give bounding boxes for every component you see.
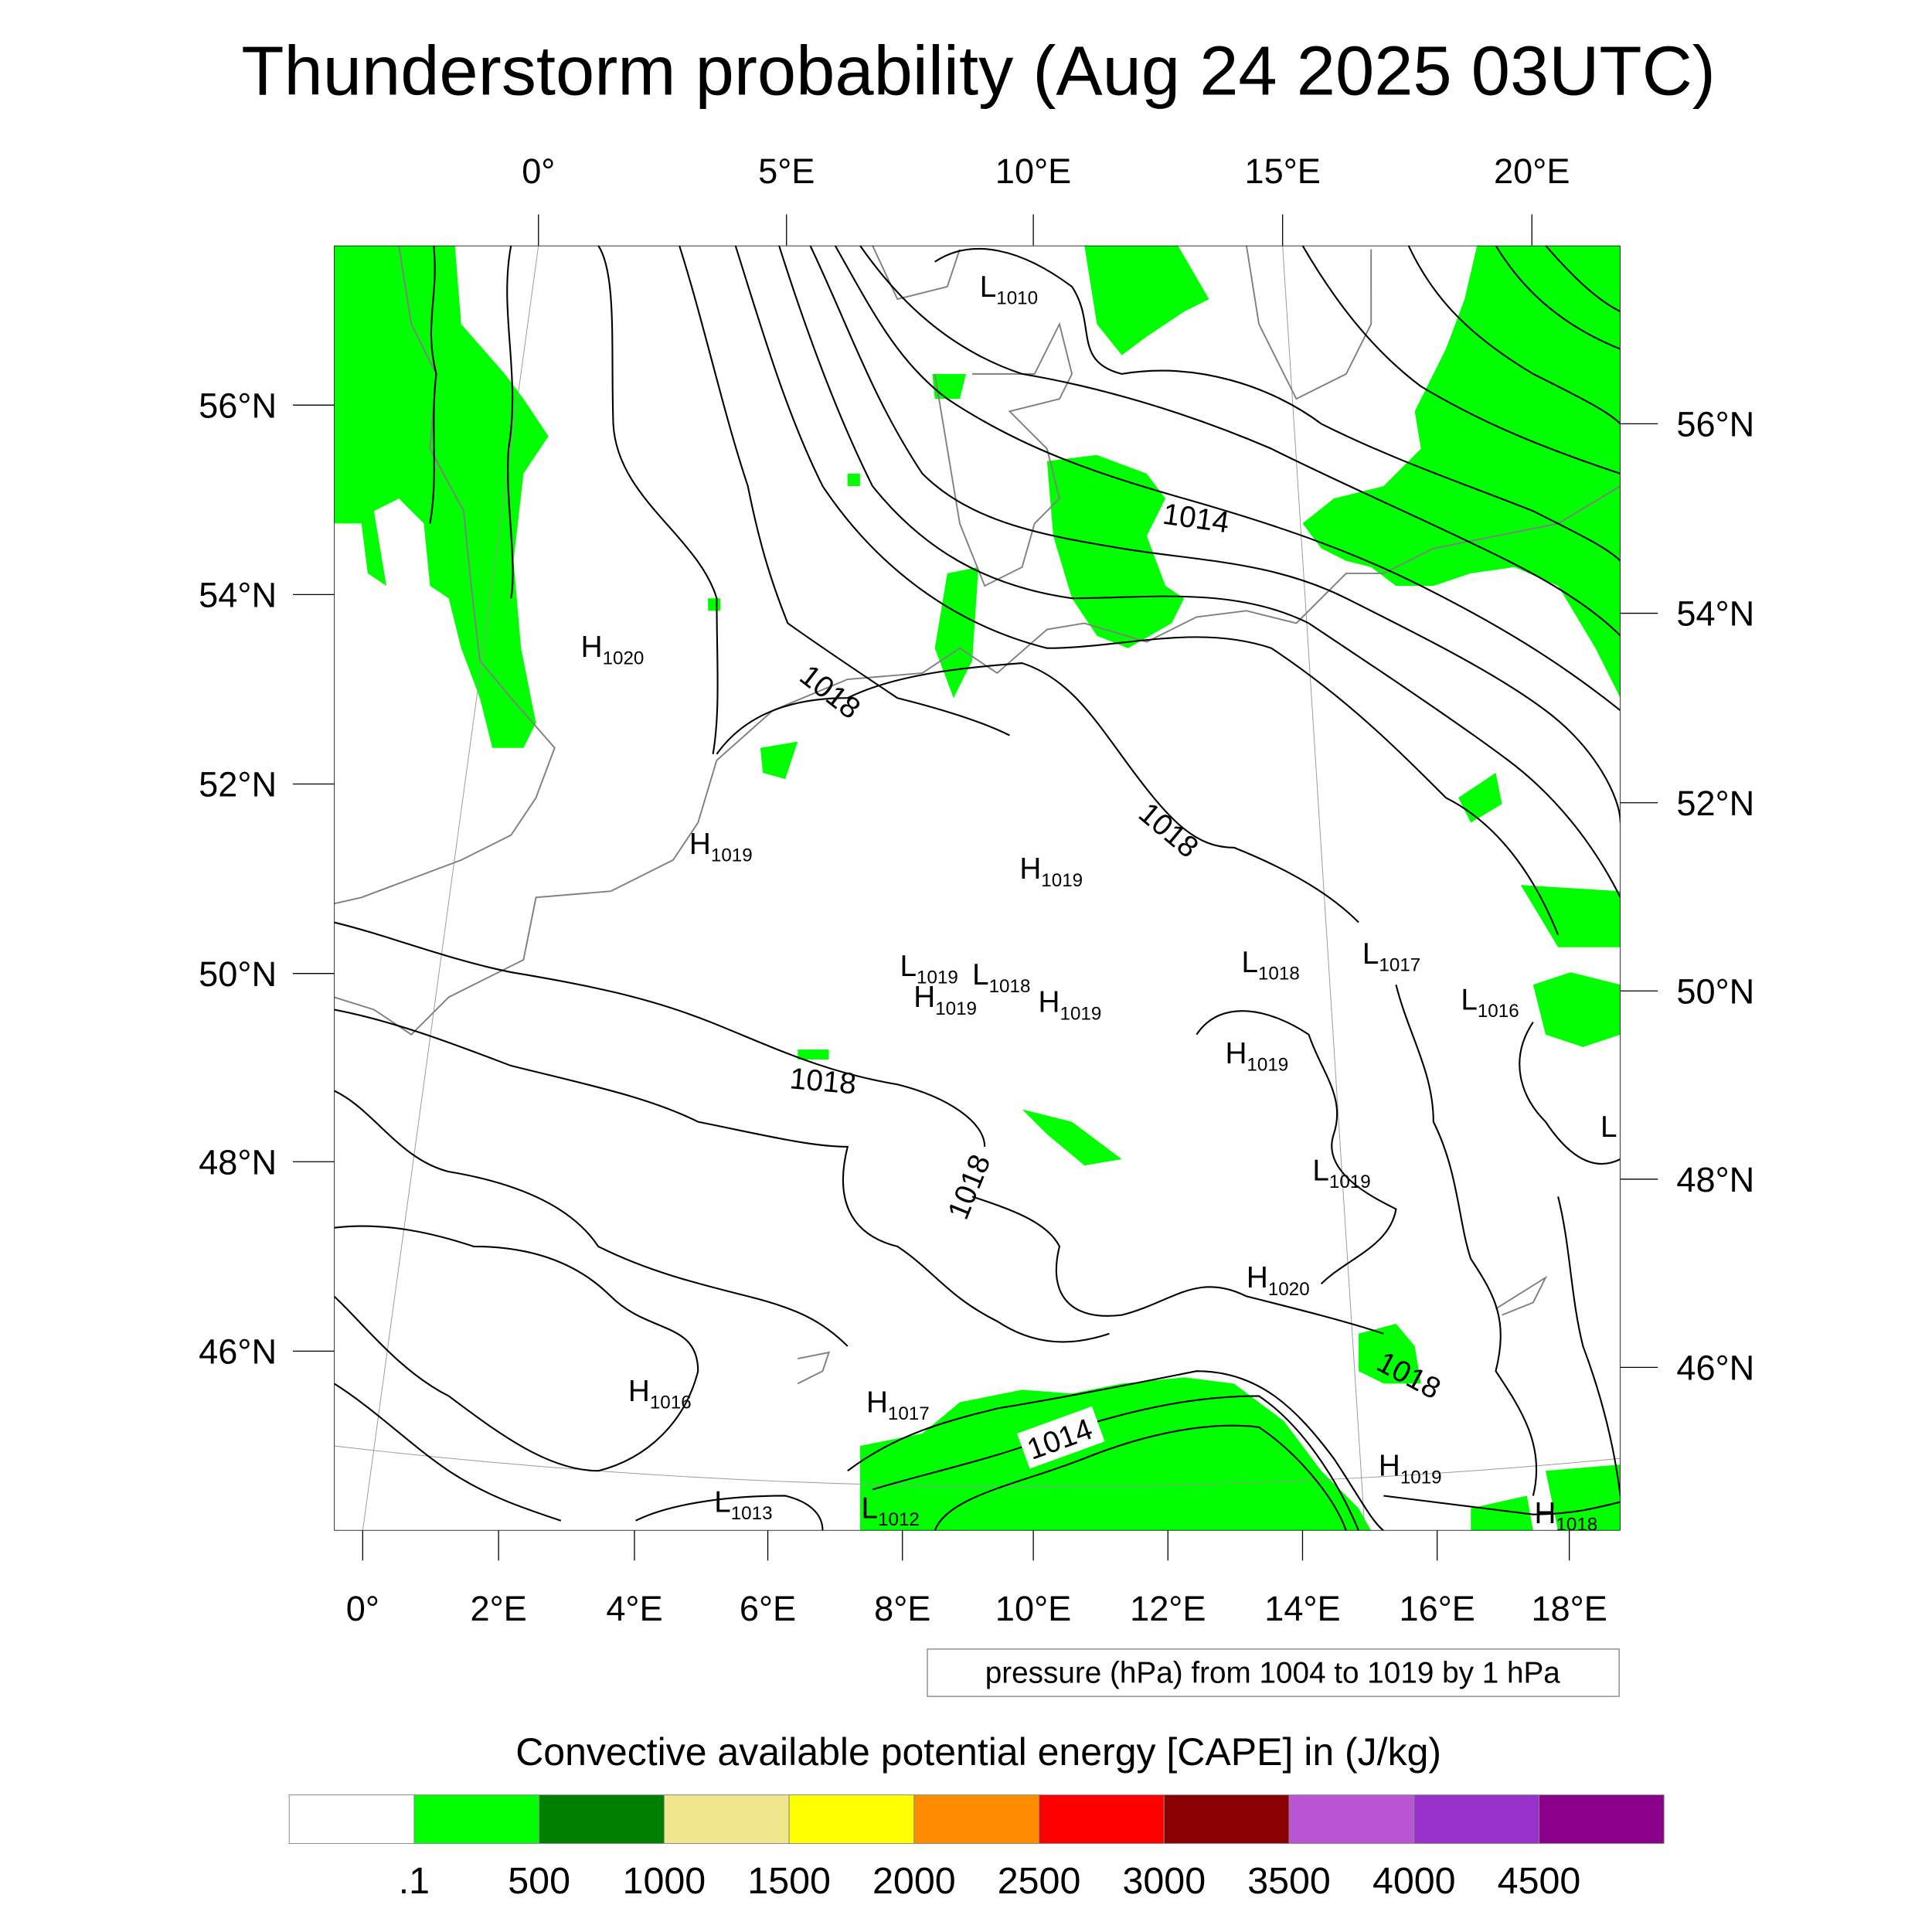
right-lat-label: 52°N [1676,784,1754,823]
low-pressure-label: L [1600,1111,1617,1144]
pressure-value: 1019 [711,845,753,866]
pressure-value: 1016 [650,1393,692,1413]
colorbar-swatch [663,1794,790,1844]
colorbar-swatch [288,1794,415,1844]
cape-area-denmark [1046,245,1209,648]
pressure-value: 1019 [1247,1054,1288,1075]
right-lat-axis: 56°N 54°N 52°N 50°N 48°N 46°N [1620,405,1754,1387]
left-lat-label: 52°N [199,765,277,804]
bottom-lon-label: 6°E [740,1589,796,1628]
pressure-value: 1012 [878,1509,920,1530]
top-lon-label: 0° [522,151,555,191]
top-lon-label: 20°E [1494,151,1570,191]
pressure-info-text: pressure (hPa) from 1004 to 1019 by 1 hP… [985,1656,1561,1689]
colorbar-swatch [913,1794,1040,1844]
colorbar-swatch [1413,1794,1539,1844]
cape-shading [334,245,1621,1531]
cape-area-alps [859,1323,1621,1531]
top-lon-label: 10°E [995,151,1071,191]
bottom-lon-label: 0° [346,1589,379,1628]
bottom-lon-label: 2°E [471,1589,527,1628]
colorbar-title: Convective available potential energy [C… [515,1730,1441,1774]
pressure-value: 1019 [1041,870,1083,891]
colorbar-swatch [539,1794,665,1844]
colorbar: .1 500 1000 1500 2000 2500 3000 3500 4000 4500 [288,1794,1665,1902]
map-area: 1014 1018 1018 1018 1018 1018 1014 L1010… [334,245,1621,1536]
pressure-value: 1019 [917,968,958,988]
pressure-value: 1017 [888,1403,930,1424]
colorbar-label: 2000 [872,1860,956,1902]
colorbar-swatch [788,1794,915,1844]
bottom-lon-label: 14°E [1264,1589,1340,1628]
left-lat-label: 46°N [199,1332,277,1372]
pressure-value: 1019 [1329,1172,1371,1192]
colorbar-label: 3000 [1122,1860,1206,1902]
cape-area-baltic [1302,245,1621,699]
colorbar-swatch [1039,1794,1165,1844]
colorbar-label: 4500 [1498,1860,1581,1902]
colorbar-swatch [1539,1794,1665,1844]
pressure-value: 1019 [1060,1003,1102,1024]
top-lon-axis: 0° 5°E 10°E 15°E 20°E [522,151,1570,246]
left-lat-label: 48°N [199,1142,277,1182]
pressure-value: 1018 [1258,964,1300,985]
pressure-value: 1013 [731,1503,773,1524]
colorbar-label: 4000 [1372,1860,1456,1902]
pressure-value: 1020 [603,648,645,669]
left-lat-axis: 56°N 54°N 52°N 50°N 48°N 46°N [199,386,335,1372]
low-pressure-label: L1016 [1461,983,1519,1022]
pressure-value: 1019 [935,998,977,1019]
pressure-value: 1018 [1556,1515,1597,1536]
pressure-value: 1018 [989,976,1031,997]
cape-area-britain [334,245,549,748]
chart-title: Thunderstorm probability (Aug 24 2025 03… [241,32,1716,111]
left-lat-label: 56°N [199,386,277,425]
bottom-lon-label: 18°E [1531,1589,1607,1628]
bottom-lon-label: 8°E [874,1589,930,1628]
colorbar-swatch [413,1794,540,1844]
bottom-lon-label: 12°E [1130,1589,1206,1628]
pressure-value: 1019 [1400,1467,1442,1488]
pressure-value: 1016 [1478,1001,1519,1022]
left-lat-label: 50°N [199,954,277,994]
right-lat-label: 48°N [1676,1160,1754,1199]
pressure-value: 1010 [996,288,1038,309]
bottom-lon-label: 10°E [995,1589,1071,1628]
high-pressure-label: H1019 [1039,986,1102,1025]
colorbar-label: 2500 [998,1860,1081,1902]
pressure-value: 1017 [1379,954,1420,975]
isobars [334,245,1621,1531]
graticule [334,245,1621,1531]
pressure-value: 1020 [1268,1279,1310,1300]
colorbar-swatch [1288,1794,1415,1844]
colorbar-label: 1000 [623,1860,706,1902]
colorbar-label: .1 [399,1860,430,1902]
colorbar-label: 500 [508,1860,570,1902]
bottom-lon-axis: 0° 2°E 4°E 6°E 8°E 10°E 12°E 14°E 16°E 1… [346,1530,1607,1628]
left-lat-label: 54°N [199,575,277,614]
bottom-lon-label: 4°E [606,1589,662,1628]
right-lat-label: 56°N [1676,405,1754,444]
right-lat-label: 46°N [1676,1348,1754,1387]
top-lon-label: 15°E [1244,151,1320,191]
colorbar-swatch [1163,1794,1290,1844]
contour-label: 1018 [788,1062,857,1100]
colorbar-label: 1500 [747,1860,831,1902]
right-lat-label: 50°N [1676,971,1754,1011]
colorbar-label: 3500 [1247,1860,1331,1902]
cape-area-poland [1458,773,1621,1047]
pressure-info-box: pressure (hPa) from 1004 to 1019 by 1 hP… [927,1648,1620,1697]
right-lat-label: 54°N [1676,594,1754,634]
bottom-lon-label: 16°E [1399,1589,1475,1628]
top-lon-label: 5°E [758,151,815,191]
